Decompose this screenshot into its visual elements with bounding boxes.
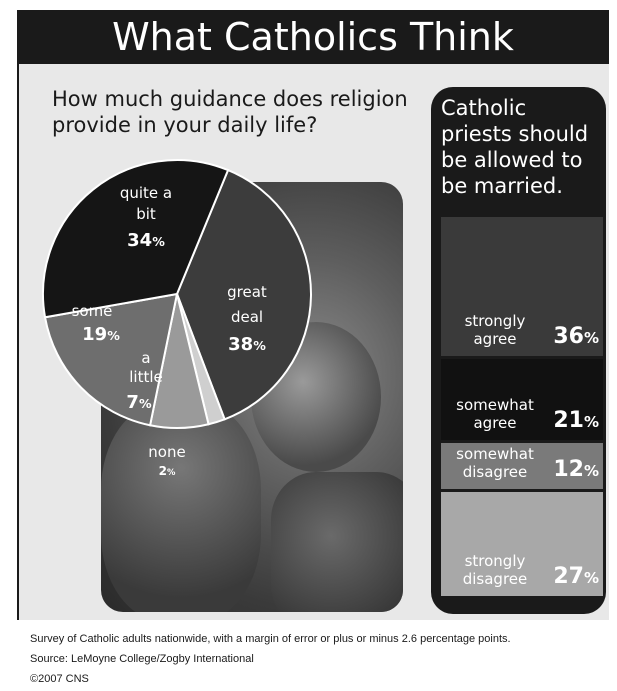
bar-label: somewhat agree — [456, 396, 534, 432]
bar-strongly-agree: strongly agree 36% — [441, 217, 603, 356]
photo-hands-shape — [101, 402, 261, 612]
pie-label-quite-a-bit: quite a — [120, 184, 172, 202]
bar-label: strongly disagree — [462, 552, 528, 588]
pie-value-some: 19% — [82, 324, 120, 345]
bar-label: strongly agree — [464, 312, 526, 348]
pie-value-none: 2% — [159, 464, 176, 478]
page-title: What Catholics Think — [17, 10, 609, 64]
bar-somewhat-disagree: somewhat disagree 12% — [441, 443, 603, 489]
pie-label-a-little: little — [129, 368, 163, 386]
bar-label: somewhat disagree — [456, 445, 534, 481]
pie-label-quite-a-bit: bit — [136, 205, 156, 223]
bar-strongly-disagree: strongly disagree 27% — [441, 492, 603, 596]
footer-survey: Survey of Catholic adults nationwide, wi… — [30, 633, 511, 645]
bar-question: Catholic priests should be allowed to be… — [441, 96, 589, 198]
bar-value: 21% — [553, 408, 599, 433]
footer-source: Source: LeMoyne College/Zogby Internatio… — [30, 653, 254, 665]
pie-label-some: some — [72, 302, 113, 320]
pie-question: How much guidance does religion provide … — [52, 87, 408, 137]
pie-slice-some — [43, 292, 179, 427]
bar-value: 27% — [553, 564, 599, 589]
pie-value-a-little: 7% — [126, 392, 152, 413]
pie-label-great-deal: deal — [231, 308, 263, 326]
pie-slice-great-deal — [175, 168, 312, 421]
bar-value: 12% — [553, 457, 599, 482]
pie-value-great-deal: 38% — [228, 334, 266, 355]
pie-slice-quite-a-bit — [42, 159, 230, 319]
pie-label-a-little: a — [141, 349, 150, 367]
footer-copyright: ©2007 CNS — [30, 673, 89, 685]
pie-value-quite-a-bit: 34% — [127, 230, 165, 251]
bar-value: 36% — [553, 324, 599, 349]
bar-somewhat-agree: somewhat agree 21% — [441, 359, 603, 440]
pie-label-great-deal: great — [227, 283, 267, 301]
photo-shoulder-shape — [271, 472, 403, 612]
pie-label-none: none — [148, 443, 185, 461]
